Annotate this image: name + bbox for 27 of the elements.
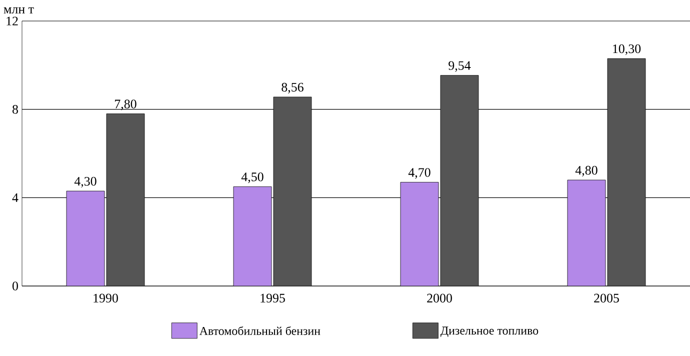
data-label: 4,80 <box>575 166 598 176</box>
legend-label: Дизельное топливо <box>440 326 538 338</box>
bar <box>607 58 646 286</box>
bar <box>66 190 105 286</box>
data-label: 4,70 <box>408 168 430 179</box>
bar <box>233 186 272 286</box>
data-label: 4,30 <box>74 176 96 188</box>
y-tick-label: 12 <box>6 16 18 26</box>
bar <box>273 96 312 286</box>
legend-label: Автомобильный бензин <box>199 326 320 335</box>
data-label: 9,54 <box>448 61 471 72</box>
bar <box>567 180 606 286</box>
bar <box>400 182 439 286</box>
y-tick-label: 4 <box>12 193 18 202</box>
x-tick-label: 2000 <box>427 294 452 303</box>
x-tick-label: 1995 <box>260 294 285 302</box>
y-tick-label: 8 <box>12 104 18 114</box>
bar <box>106 114 145 286</box>
data-label: 8,56 <box>282 82 304 94</box>
data-label: 7,80 <box>115 100 136 110</box>
data-label: 4,50 <box>241 172 264 184</box>
bar <box>440 75 479 286</box>
y-tick-label: 0 <box>12 282 18 290</box>
y-axis-title: млн т <box>4 7 34 14</box>
x-tick-label: 1990 <box>94 294 118 303</box>
x-tick-label: 2005 <box>594 294 619 303</box>
data-label: 10,30 <box>613 44 641 56</box>
